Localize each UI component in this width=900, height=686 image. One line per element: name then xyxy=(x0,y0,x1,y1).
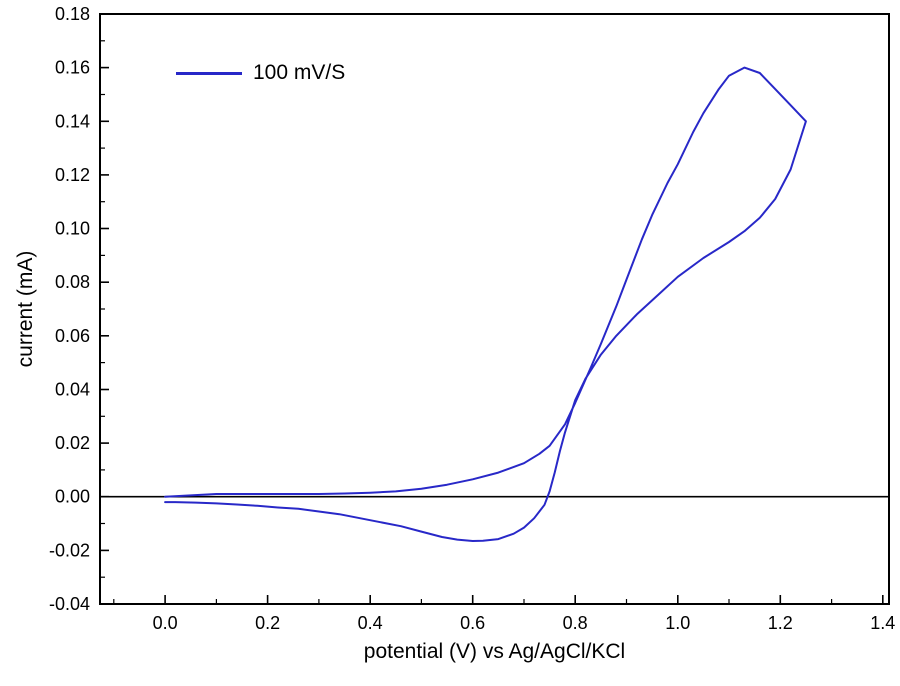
y-tick-label: 0.04 xyxy=(55,380,90,400)
legend-label: 100 mV/S xyxy=(253,61,346,84)
y-tick-label: 0.16 xyxy=(55,58,90,78)
x-tick-label: 1.2 xyxy=(768,613,793,633)
y-tick-label: -0.02 xyxy=(49,540,90,560)
y-tick-label: -0.04 xyxy=(49,594,90,614)
cv-curve xyxy=(164,66,807,542)
y-tick-label: 0.02 xyxy=(55,433,90,453)
y-tick-label: 0.00 xyxy=(55,487,90,507)
y-tick-label: 0.06 xyxy=(55,326,90,346)
plot-frame xyxy=(99,13,890,605)
legend: 100 mV/S xyxy=(176,61,345,85)
x-tick-label: 0.4 xyxy=(358,613,383,633)
legend-line-sample xyxy=(176,71,242,75)
x-tick-label: 0.0 xyxy=(153,613,178,633)
x-tick-label: 0.6 xyxy=(460,613,485,633)
y-tick-label: 0.10 xyxy=(55,219,90,239)
x-tick-label: 1.4 xyxy=(870,613,895,633)
y-axis-label: current (mA) xyxy=(14,250,37,368)
y-tick-label: 0.08 xyxy=(55,272,90,292)
x-axis-label: potential (V) vs Ag/AgCl/KCl xyxy=(363,640,626,663)
y-tick-label: 0.18 xyxy=(55,4,90,24)
y-tick-label: 0.14 xyxy=(55,111,90,131)
y-tick-label: 0.12 xyxy=(55,165,90,185)
x-tick-label: 0.2 xyxy=(255,613,280,633)
x-tick-label: 1.0 xyxy=(665,613,690,633)
x-tick-label: 0.8 xyxy=(563,613,588,633)
